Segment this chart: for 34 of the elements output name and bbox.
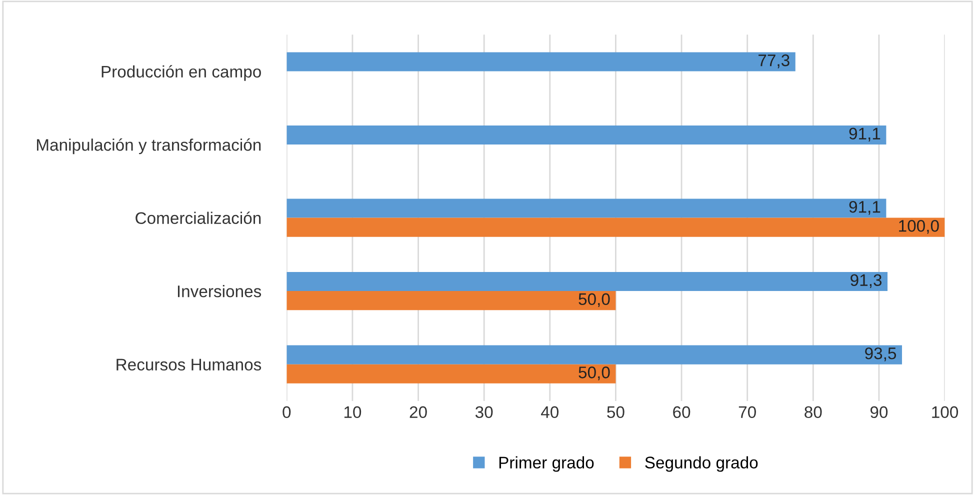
- x-tick-label: 60: [673, 406, 690, 418]
- x-tick-label: 10: [344, 406, 362, 418]
- x-tick-label: 30: [475, 406, 493, 418]
- x-tick-label: 20: [410, 406, 427, 418]
- data-label: 50,0: [578, 366, 610, 380]
- x-tick-label: 0: [282, 406, 291, 418]
- data-label: 91,1: [849, 200, 880, 215]
- y-tick-label: Producción en campo: [102, 65, 261, 81]
- x-tick-label: 90: [870, 406, 888, 418]
- y-tick-label: Comercialización: [136, 212, 261, 224]
- data-label: 93,5: [865, 347, 896, 362]
- bar: [286, 291, 616, 310]
- bar: [286, 345, 902, 364]
- data-label: 100,0: [899, 220, 939, 234]
- data-label: 91,1: [849, 128, 880, 142]
- bar: [286, 272, 888, 292]
- bar: [286, 198, 886, 218]
- legend-label: Primer grado: [499, 456, 594, 472]
- bar: [286, 52, 796, 72]
- data-label: 77,3: [758, 54, 790, 68]
- y-tick-label: Manipulación y transformación: [37, 138, 261, 154]
- x-tick-label: 50: [607, 406, 624, 418]
- bar: [286, 364, 616, 384]
- data-label: 91,3: [850, 274, 882, 288]
- legend-label: Segundo grado: [645, 456, 758, 472]
- x-tick-label: 40: [541, 406, 559, 418]
- bar: [286, 125, 886, 145]
- bar: [286, 218, 945, 237]
- x-tick-label: 100: [932, 406, 958, 418]
- y-tick-label: Inversiones: [178, 285, 262, 298]
- x-tick-label: 70: [738, 406, 756, 418]
- y-tick-label: Recursos Humanos: [116, 358, 262, 371]
- x-tick-label: 80: [804, 406, 822, 418]
- data-label: 50,0: [578, 293, 610, 308]
